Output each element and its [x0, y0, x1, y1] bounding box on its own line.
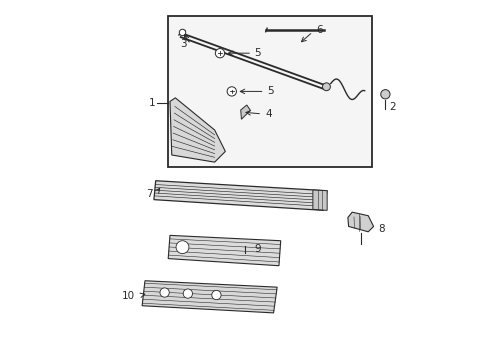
Circle shape	[227, 87, 237, 96]
Text: 2: 2	[390, 102, 396, 112]
Text: 10: 10	[122, 291, 135, 301]
Text: 5: 5	[267, 86, 274, 96]
Circle shape	[215, 49, 224, 58]
Circle shape	[179, 29, 186, 36]
Text: 4: 4	[265, 109, 271, 119]
Text: 9: 9	[254, 244, 261, 254]
Text: 3: 3	[180, 39, 187, 49]
Polygon shape	[168, 235, 281, 266]
Polygon shape	[142, 281, 277, 313]
Text: 1: 1	[148, 98, 155, 108]
Polygon shape	[348, 212, 373, 232]
Circle shape	[160, 288, 169, 297]
Text: 5: 5	[255, 48, 261, 58]
Polygon shape	[241, 105, 250, 119]
Circle shape	[183, 289, 193, 298]
Text: 7: 7	[147, 189, 153, 199]
Text: 6: 6	[317, 25, 323, 35]
Circle shape	[322, 83, 330, 91]
Polygon shape	[313, 190, 327, 210]
Circle shape	[381, 90, 390, 99]
Circle shape	[176, 241, 189, 253]
Text: 8: 8	[378, 224, 385, 234]
Polygon shape	[170, 98, 225, 162]
Bar	[168, 16, 372, 167]
Circle shape	[212, 291, 221, 300]
Polygon shape	[154, 181, 327, 210]
